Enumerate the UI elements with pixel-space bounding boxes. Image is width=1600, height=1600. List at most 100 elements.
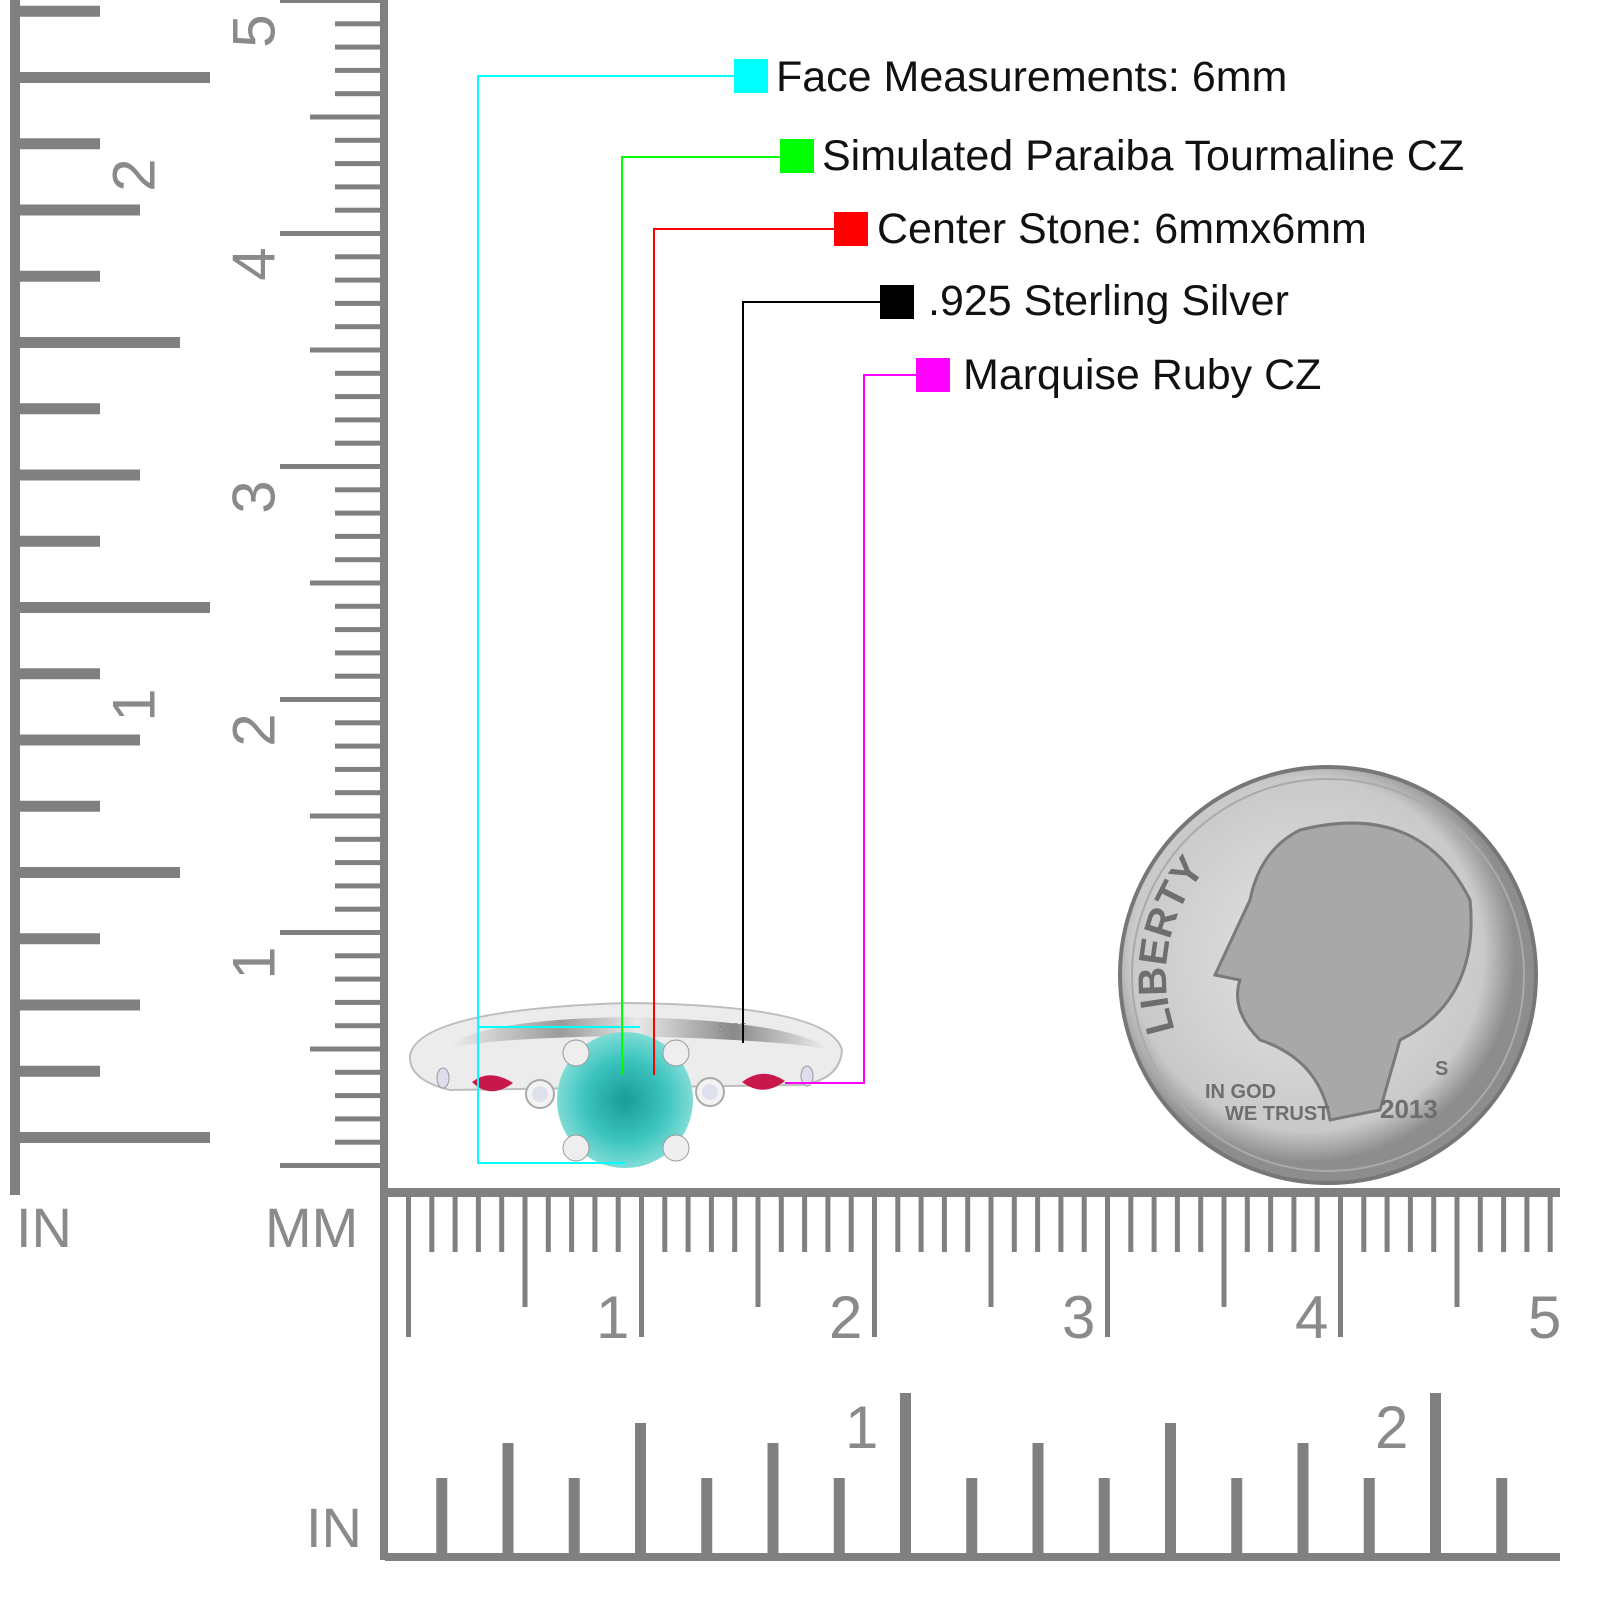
mm-tick [335, 953, 380, 959]
inch-tick [966, 1478, 978, 1553]
mm-tick [335, 720, 380, 726]
ruler-mm-label: 3 [1062, 1284, 1096, 1351]
mm-tick [280, 1163, 380, 1168]
mm-tick [335, 510, 380, 516]
mm-tick [1477, 1197, 1483, 1252]
inch-tick [20, 1065, 100, 1077]
legend-face-measurements: Face Measurements: 6mm [776, 53, 1288, 101]
coin-year: 2013 [1380, 1094, 1438, 1124]
legend-swatch-center-stone [834, 212, 868, 246]
inch-tick [1165, 1423, 1176, 1553]
ruler-inch-label: 2 [100, 158, 168, 192]
ruler-mm-label: 1 [220, 946, 288, 980]
mm-tick [429, 1197, 435, 1252]
mm-tick [335, 207, 380, 213]
mm-tick [1501, 1197, 1507, 1252]
mm-tick [335, 254, 380, 260]
inch-tick [1098, 1478, 1110, 1553]
mm-tick [1081, 1197, 1087, 1252]
mm-tick [335, 836, 380, 842]
mm-tick [335, 766, 380, 772]
center-stone [557, 1032, 693, 1168]
inch-tick [1231, 1478, 1243, 1553]
mm-tick [452, 1197, 458, 1252]
inch-tick [20, 72, 210, 83]
ring-stamp: S925 [718, 1021, 747, 1036]
mm-tick [335, 1116, 380, 1122]
legend-center-stone: Center Stone: 6mmx6mm [877, 205, 1367, 253]
silver-leader [742, 301, 880, 1043]
mm-tick [335, 417, 380, 423]
mm-tick [1361, 1197, 1367, 1252]
leader-lines [477, 75, 916, 1164]
ruler-edge [380, 1188, 388, 1560]
ruler-mm-label: 4 [1295, 1284, 1329, 1351]
mm-tick [335, 650, 380, 656]
inch-tick [20, 138, 100, 150]
mm-tick [1431, 1197, 1437, 1252]
mm-tick [1244, 1197, 1250, 1252]
inch-tick [20, 734, 140, 746]
mm-tick [335, 673, 380, 679]
mm-tick [1384, 1197, 1390, 1252]
legend-ruby: Marquise Ruby CZ [963, 351, 1322, 399]
legend-swatch-face [734, 59, 768, 93]
inch-tick [1430, 1393, 1441, 1553]
portrait-relief [1212, 821, 1473, 1122]
mm-tick [918, 1197, 924, 1252]
mm-tick [280, 697, 380, 702]
legend-swatch-ruby [916, 358, 950, 392]
ruler-mm-label: 4 [220, 247, 288, 281]
mm-tick [662, 1197, 668, 1252]
mm-tick [825, 1197, 831, 1252]
legend-swatch-silver [880, 285, 914, 319]
inch-tick [20, 602, 210, 613]
coin-motto: WE TRUST [1225, 1103, 1329, 1125]
mm-tick [1547, 1197, 1553, 1252]
mm-tick [310, 580, 380, 586]
mm-tick [280, 464, 380, 469]
mm-tick [335, 161, 380, 167]
inch-tick [502, 1443, 514, 1553]
legend-silver: .925 Sterling Silver [928, 277, 1289, 325]
inch-tick [436, 1478, 448, 1553]
mm-tick [280, 0, 380, 3]
mm-tick [545, 1197, 551, 1252]
mm-tick [335, 1069, 380, 1075]
mm-tick [499, 1197, 505, 1252]
mm-tick [335, 1023, 380, 1029]
mm-tick [335, 300, 380, 306]
mm-tick [941, 1197, 947, 1252]
mm-tick [335, 394, 380, 400]
legend-swatch-paraiba [780, 139, 814, 173]
mm-tick [1338, 1197, 1343, 1337]
inch-tick [1297, 1443, 1309, 1553]
mm-tick [1174, 1197, 1180, 1252]
mm-tick [335, 743, 380, 749]
mm-tick [406, 1197, 411, 1337]
inch-tick [1363, 1478, 1375, 1553]
mm-tick [708, 1197, 714, 1252]
mm-tick [335, 184, 380, 190]
mm-tick [1454, 1197, 1460, 1307]
mm-tick [522, 1197, 528, 1307]
mm-tick [1198, 1197, 1204, 1252]
ruler-mm-label: 2 [220, 713, 288, 747]
mm-tick [335, 44, 380, 50]
unit-label-in-bottom: IN [306, 1496, 362, 1559]
mm-tick [335, 277, 380, 283]
mm-tick [778, 1197, 784, 1252]
inch-tick [20, 1132, 210, 1143]
center-stone-leader [653, 228, 834, 1075]
mm-tick [965, 1197, 971, 1252]
ruler-edge [380, 0, 388, 1195]
ruler-mm-label: 5 [220, 14, 288, 48]
mm-tick [1291, 1197, 1297, 1252]
mm-tick [732, 1197, 738, 1252]
paraiba-leader [621, 156, 780, 1075]
unit-label-in-left: IN [16, 1196, 72, 1259]
face-measure-leader [477, 75, 735, 1164]
mm-tick [335, 533, 380, 539]
ruby-leader [785, 374, 916, 1084]
vertical-ruler [10, 0, 388, 1195]
